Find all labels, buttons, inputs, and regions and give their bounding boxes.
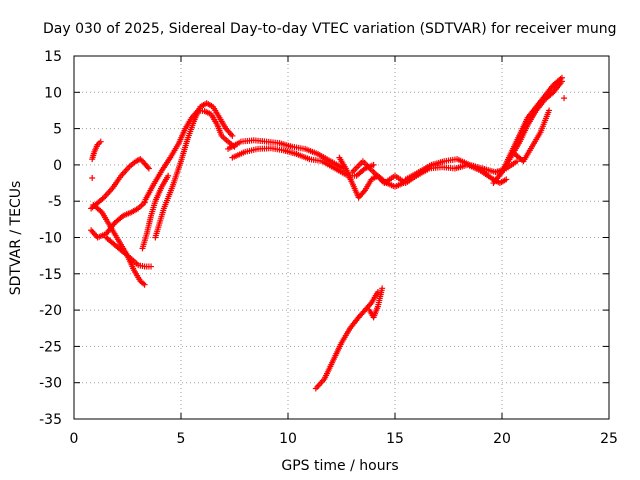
data-point [513, 158, 520, 165]
x-axis-label: GPS time / hours [281, 458, 398, 474]
data-point [229, 132, 236, 139]
chart-title: Day 030 of 2025, Sidereal Day-to-day VTE… [43, 21, 617, 37]
y-tick-label: -5 [48, 194, 62, 210]
data-point [148, 263, 155, 270]
y-tick-label: 10 [44, 85, 62, 101]
y-tick-label: -30 [39, 376, 62, 392]
data-point [144, 164, 151, 171]
data-point [503, 176, 510, 183]
data-points [88, 74, 568, 392]
y-axis-label: SDTVAR / TECUs [8, 181, 24, 296]
y-tick-label: -25 [39, 339, 62, 355]
tick-labels: 0 5 10 15 20 25 15 10 5 0 -5 -10 -15 -20 -25 -30 -35 [39, 49, 618, 447]
grid-lines [74, 56, 609, 419]
y-tick-label: -15 [39, 267, 62, 283]
x-tick-label: 10 [279, 431, 297, 447]
data-point [97, 138, 104, 145]
y-tick-label: 0 [53, 158, 62, 174]
data-point [379, 285, 386, 292]
x-tick-label: 0 [70, 431, 79, 447]
y-tick-label: -20 [39, 303, 62, 319]
x-tick-label: 15 [386, 431, 404, 447]
data-point [165, 172, 172, 179]
x-tick-label: 25 [600, 431, 618, 447]
data-point [138, 157, 145, 164]
axis-ticks [73, 55, 610, 420]
x-tick-label: 5 [177, 431, 186, 447]
data-point [89, 174, 96, 181]
x-tick-label: 20 [493, 431, 511, 447]
data-point [558, 78, 565, 85]
y-tick-label: -10 [39, 231, 62, 247]
data-point [141, 281, 148, 288]
data-point [145, 165, 152, 172]
data-point [370, 161, 377, 168]
data-point [561, 95, 568, 102]
y-tick-label: 15 [44, 49, 62, 65]
y-tick-label: 5 [53, 122, 62, 138]
data-point [546, 107, 553, 114]
y-tick-label: -35 [39, 412, 62, 428]
